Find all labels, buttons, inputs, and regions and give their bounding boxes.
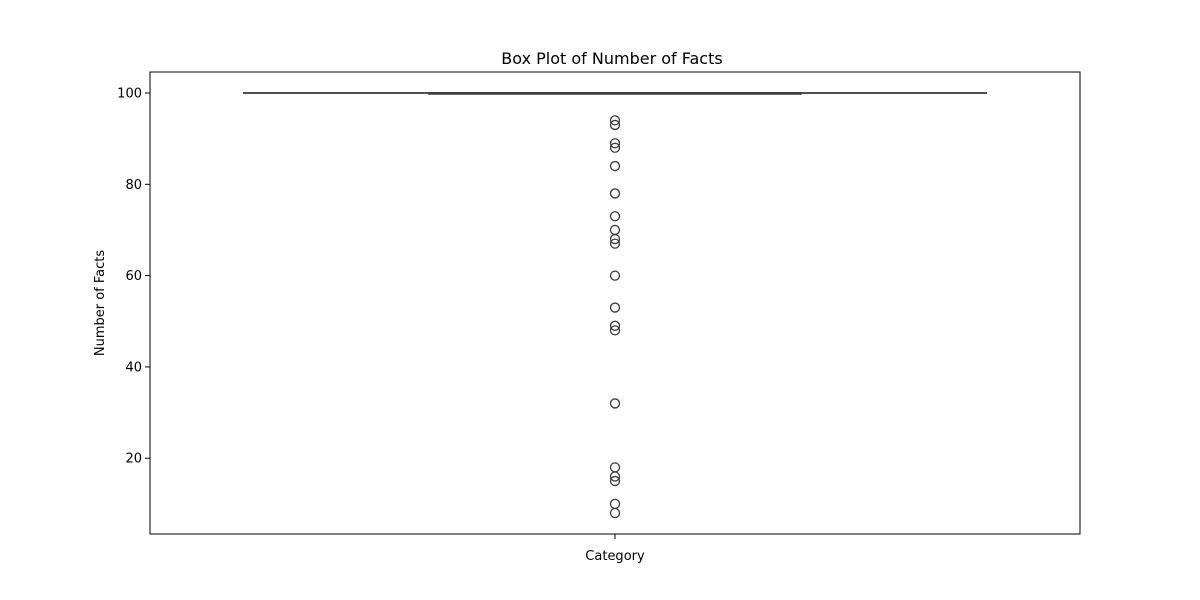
outlier-point xyxy=(609,325,621,336)
y-tick-label: 20 xyxy=(125,452,142,467)
box-plot-series xyxy=(243,92,987,95)
y-axis: 20 40 60 80 100 xyxy=(117,87,150,467)
y-tick-label: 80 xyxy=(125,178,142,193)
chart-title: Box Plot of Number of Facts xyxy=(501,49,722,68)
outlier-point xyxy=(609,498,621,510)
outlier-point xyxy=(609,507,621,519)
outlier-point xyxy=(609,302,621,313)
outlier-point xyxy=(609,320,621,331)
outlier-point xyxy=(609,115,621,126)
outlier-point xyxy=(609,471,621,482)
outlier-point xyxy=(609,188,621,199)
y-axis-label: Number of Facts xyxy=(93,250,108,357)
outlier-point xyxy=(609,462,621,473)
y-tick-label: 60 xyxy=(125,269,142,284)
outlier-point xyxy=(609,138,621,149)
outlier-point xyxy=(609,211,621,222)
y-tick-label: 40 xyxy=(125,360,142,375)
outlier-point xyxy=(609,398,621,409)
y-tick-label: 100 xyxy=(117,87,142,102)
outlier-point xyxy=(609,233,621,245)
outlier-point xyxy=(609,475,621,487)
outlier-point xyxy=(609,142,621,153)
x-axis-label: Category xyxy=(585,549,645,564)
outlier-point xyxy=(609,119,621,131)
outlier-point xyxy=(609,224,621,236)
outlier-point xyxy=(609,270,621,281)
outlier-point xyxy=(609,160,621,172)
outlier-point xyxy=(609,238,621,249)
outlier-points xyxy=(609,115,621,519)
